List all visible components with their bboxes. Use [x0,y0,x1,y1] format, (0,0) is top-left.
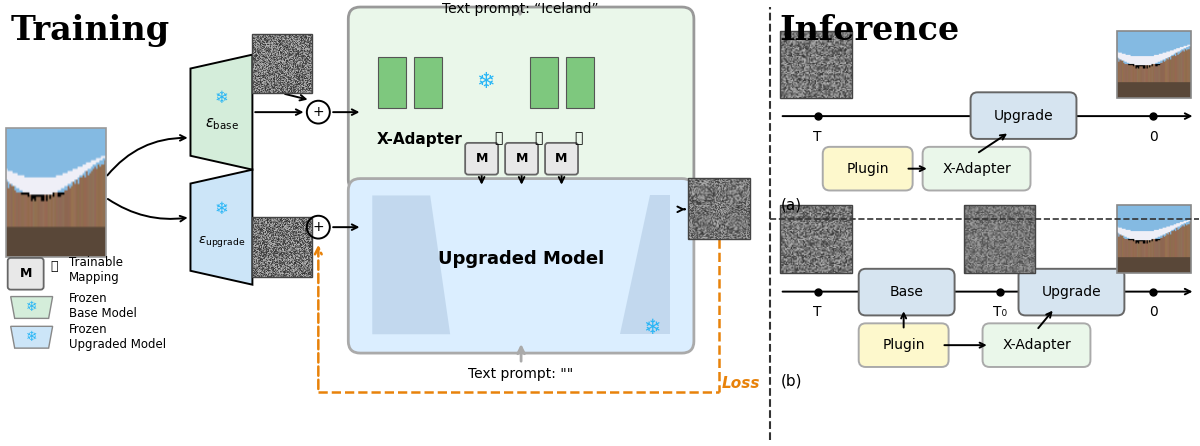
FancyBboxPatch shape [7,258,43,289]
Text: ❄: ❄ [26,301,37,314]
Text: Text prompt: “Iceland”: Text prompt: “Iceland” [442,2,599,16]
Polygon shape [620,195,670,334]
Bar [378,57,407,108]
Text: ❄: ❄ [215,200,228,218]
Text: +: + [312,105,324,119]
Text: Inference: Inference [780,14,960,47]
Text: T: T [814,306,822,319]
Bar [252,217,312,277]
Bar [566,57,594,108]
Polygon shape [11,297,53,318]
Polygon shape [372,195,450,334]
Bar [530,57,558,108]
Text: (b): (b) [781,373,803,388]
Text: 0: 0 [1148,306,1158,319]
Bar [6,128,106,257]
Text: 🔥: 🔥 [574,131,582,145]
Text: T: T [814,130,822,144]
Bar [252,34,312,93]
FancyBboxPatch shape [348,178,694,353]
Text: Plugin: Plugin [882,338,925,352]
Bar [1117,205,1192,273]
Text: X-Adapter: X-Adapter [1002,338,1070,352]
Text: 🔥: 🔥 [50,260,58,273]
FancyBboxPatch shape [505,143,538,175]
Polygon shape [191,55,252,169]
FancyBboxPatch shape [923,147,1031,190]
Text: M: M [556,152,568,165]
Text: Upgraded Model: Upgraded Model [438,250,605,268]
FancyBboxPatch shape [545,143,578,175]
Text: 0: 0 [1148,130,1158,144]
Text: M: M [516,152,528,165]
Text: Upgrade: Upgrade [1042,285,1102,299]
Text: Frozen
Base Model: Frozen Base Model [68,293,137,321]
Text: (a): (a) [781,198,803,213]
Text: Plugin: Plugin [846,161,889,176]
Text: M: M [19,267,32,280]
Text: ❄: ❄ [215,89,228,107]
Text: $\varepsilon_\mathrm{upgrade}$: $\varepsilon_\mathrm{upgrade}$ [198,234,245,248]
Text: Frozen
Upgraded Model: Frozen Upgraded Model [68,323,166,351]
Text: T₀: T₀ [992,306,1007,319]
Bar [414,57,442,108]
Text: Base: Base [889,285,924,299]
Text: X-Adapter: X-Adapter [942,161,1010,176]
Text: Trainable
Mapping: Trainable Mapping [68,256,122,284]
Bar [780,205,852,273]
Text: Training: Training [11,14,170,47]
Text: $\varepsilon_\mathrm{base}$: $\varepsilon_\mathrm{base}$ [204,116,239,132]
FancyBboxPatch shape [823,147,913,190]
Bar [688,178,750,239]
Text: 🔥: 🔥 [494,131,503,145]
Text: M: M [475,152,488,165]
Polygon shape [11,326,53,348]
FancyBboxPatch shape [859,323,948,367]
Text: X-Adapter: X-Adapter [377,132,462,148]
Text: Text prompt: "": Text prompt: "" [468,367,574,381]
Text: ❄: ❄ [26,330,37,344]
FancyBboxPatch shape [859,269,954,315]
FancyBboxPatch shape [1019,269,1124,315]
FancyBboxPatch shape [466,143,498,175]
Bar [964,205,1036,273]
Text: 🔥: 🔥 [534,131,542,145]
FancyBboxPatch shape [971,92,1076,139]
Text: +: + [312,220,324,234]
FancyBboxPatch shape [348,7,694,191]
Polygon shape [191,169,252,285]
Bar [1117,31,1192,98]
Bar [780,31,852,98]
Text: ❄: ❄ [643,318,661,339]
Text: Loss: Loss [722,376,761,391]
FancyBboxPatch shape [983,323,1091,367]
Text: Upgrade: Upgrade [994,109,1054,123]
Text: ❄: ❄ [476,72,494,92]
